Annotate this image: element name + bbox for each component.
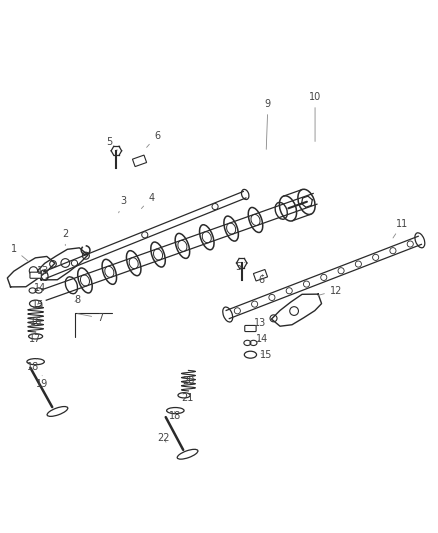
Circle shape	[251, 301, 258, 307]
Text: 5: 5	[106, 137, 117, 150]
Text: 14: 14	[34, 284, 46, 293]
Circle shape	[390, 248, 396, 254]
Text: 16: 16	[30, 317, 42, 327]
Text: 21: 21	[181, 393, 194, 403]
Text: 14: 14	[256, 334, 268, 344]
Text: 18: 18	[27, 359, 39, 372]
Text: 12: 12	[318, 286, 342, 295]
Text: 3: 3	[119, 196, 126, 213]
Text: 1: 1	[11, 244, 28, 261]
Circle shape	[338, 268, 344, 274]
Circle shape	[407, 241, 413, 247]
Circle shape	[304, 281, 310, 287]
Text: 6: 6	[147, 131, 160, 148]
Text: 17: 17	[28, 334, 41, 344]
Text: 8: 8	[74, 295, 80, 305]
Text: 4: 4	[141, 192, 154, 208]
Circle shape	[355, 261, 361, 267]
Text: 6: 6	[259, 274, 265, 285]
Circle shape	[373, 254, 379, 261]
Polygon shape	[132, 155, 147, 167]
Circle shape	[321, 274, 327, 280]
Circle shape	[142, 232, 148, 238]
Circle shape	[71, 260, 78, 266]
Text: 15: 15	[260, 350, 272, 360]
Text: 20: 20	[182, 376, 194, 386]
FancyBboxPatch shape	[30, 272, 41, 278]
Text: 13: 13	[37, 266, 49, 276]
Circle shape	[269, 294, 275, 301]
Text: 11: 11	[393, 219, 409, 238]
FancyBboxPatch shape	[245, 326, 256, 332]
Text: 2: 2	[62, 229, 68, 246]
Polygon shape	[254, 270, 268, 281]
Circle shape	[234, 308, 240, 314]
Text: 18: 18	[169, 411, 181, 421]
Text: 13: 13	[254, 318, 267, 328]
Circle shape	[286, 288, 292, 294]
Text: 5: 5	[236, 262, 245, 272]
Text: 22: 22	[157, 433, 170, 442]
Circle shape	[212, 204, 218, 209]
Text: 7: 7	[78, 313, 103, 323]
Text: 9: 9	[265, 99, 271, 149]
Text: 10: 10	[309, 92, 321, 141]
Text: 19: 19	[36, 376, 48, 389]
Text: 15: 15	[32, 300, 44, 310]
